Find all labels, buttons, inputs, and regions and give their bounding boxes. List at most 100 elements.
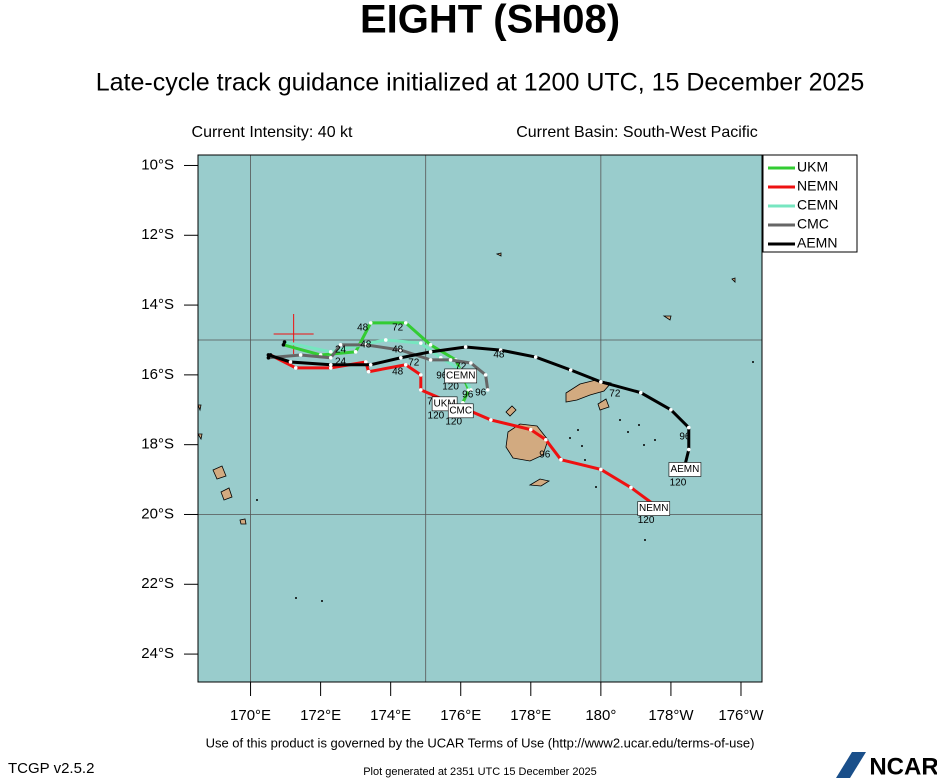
track-point [418, 388, 423, 392]
track-point [363, 360, 368, 364]
hour-label: 96 [475, 387, 487, 398]
track-point [403, 362, 408, 367]
hour-label: 120 [445, 416, 462, 427]
legend-label: NEMN [797, 178, 838, 194]
track-point [328, 350, 333, 354]
hour-label: 48 [360, 340, 372, 351]
y-tick-label: 20°S [141, 505, 174, 522]
track-point [399, 355, 403, 360]
end-label-box [637, 501, 671, 516]
track-point [463, 345, 468, 349]
track-point [328, 362, 333, 367]
track-point [469, 388, 473, 392]
end-label: AEMN [670, 464, 699, 475]
track-point [599, 467, 603, 472]
intensity: Current Intensity: 40 kt [192, 124, 354, 141]
track-point [368, 362, 373, 367]
track-point [266, 353, 271, 357]
hour-label: 120 [670, 477, 687, 488]
y-tick-label: 22°S [141, 575, 174, 592]
track [267, 345, 691, 470]
x-tick-label: 178°E [510, 707, 551, 724]
generated: Plot generated at 2351 UTC 15 December 2… [363, 766, 597, 778]
hour-label: 72 [455, 361, 467, 372]
title: EIGHT (SH08) [360, 0, 620, 42]
track-point [686, 425, 691, 430]
y-tick-label: 14°S [141, 296, 174, 313]
grid [198, 155, 762, 682]
hour-label: 72 [609, 388, 621, 399]
hour-label: 120 [428, 410, 445, 421]
track-point [288, 360, 293, 364]
legend-entries: UKM NEMN CEMN CMC AEMN [768, 159, 838, 251]
hour-label: 48 [493, 350, 505, 361]
y-tick-label: 10°S [141, 156, 174, 173]
end-label: CMC [449, 405, 472, 416]
track-point [485, 388, 490, 392]
track-point [366, 369, 371, 374]
track-point [528, 427, 533, 432]
track-point [568, 368, 573, 372]
track-point [368, 321, 373, 325]
track-point [282, 340, 287, 344]
track-point [669, 407, 673, 412]
y-tick-label: 12°S [141, 226, 174, 243]
track-point [363, 343, 368, 347]
track-point [403, 321, 408, 325]
track-point [428, 343, 433, 347]
track-point [469, 361, 473, 365]
track-point [298, 353, 303, 357]
track-point [428, 358, 433, 362]
track-point [328, 355, 333, 360]
track-point [281, 343, 286, 347]
track-point [428, 350, 433, 354]
track-point [399, 348, 403, 352]
islets [256, 361, 754, 602]
x-tick-label: 176°E [440, 707, 481, 724]
hour-label: 96 [539, 449, 551, 460]
ocean [198, 155, 762, 682]
track-point [483, 373, 488, 377]
track-point [418, 373, 423, 377]
x-tick-label: 180° [585, 707, 616, 724]
track-point [266, 355, 271, 360]
hour-label: 24 [335, 357, 347, 368]
track-point [293, 366, 298, 370]
legend-label: UKM [797, 159, 828, 175]
hour-label: 72 [392, 323, 404, 334]
basin: Current Basin: South-West Pacific [516, 124, 758, 141]
hour-label: 48 [392, 366, 404, 377]
end-label-box [444, 368, 478, 384]
hour-label: 96 [679, 431, 691, 442]
hour-label: 48 [392, 345, 404, 356]
legend-label: CEMN [797, 197, 838, 213]
track-point [686, 447, 691, 452]
hour-label: 48 [357, 323, 369, 334]
track-point [328, 366, 333, 370]
x-tick-label: 170°E [230, 707, 271, 724]
hour-label: 120 [638, 515, 655, 526]
frame [197, 154, 763, 683]
track-point [629, 485, 633, 490]
logo: NCAR [869, 753, 937, 780]
track-point [448, 358, 453, 362]
land [197, 252, 736, 525]
end-label: NEMN [639, 503, 668, 514]
y-tick-label: 18°S [141, 436, 174, 453]
end-label: UKM [434, 398, 456, 409]
y-tick-label: 16°S [141, 366, 174, 383]
x-tick-label: 174°E [370, 707, 411, 724]
track-point [559, 457, 563, 462]
track-point [599, 380, 603, 384]
tracks: 4872244848487224729612096967212012048729… [266, 314, 702, 526]
end-label: CEMN [446, 371, 475, 382]
track-point [638, 390, 643, 395]
y-tick-label: 24°S [141, 645, 174, 662]
x-tick-label: 176°W [718, 707, 764, 724]
hour-label: 24 [335, 345, 347, 356]
x-tick-label: 178°W [648, 707, 694, 724]
track-point [338, 343, 343, 347]
hour-label: 72 [408, 358, 420, 369]
end-label-box [668, 462, 702, 477]
